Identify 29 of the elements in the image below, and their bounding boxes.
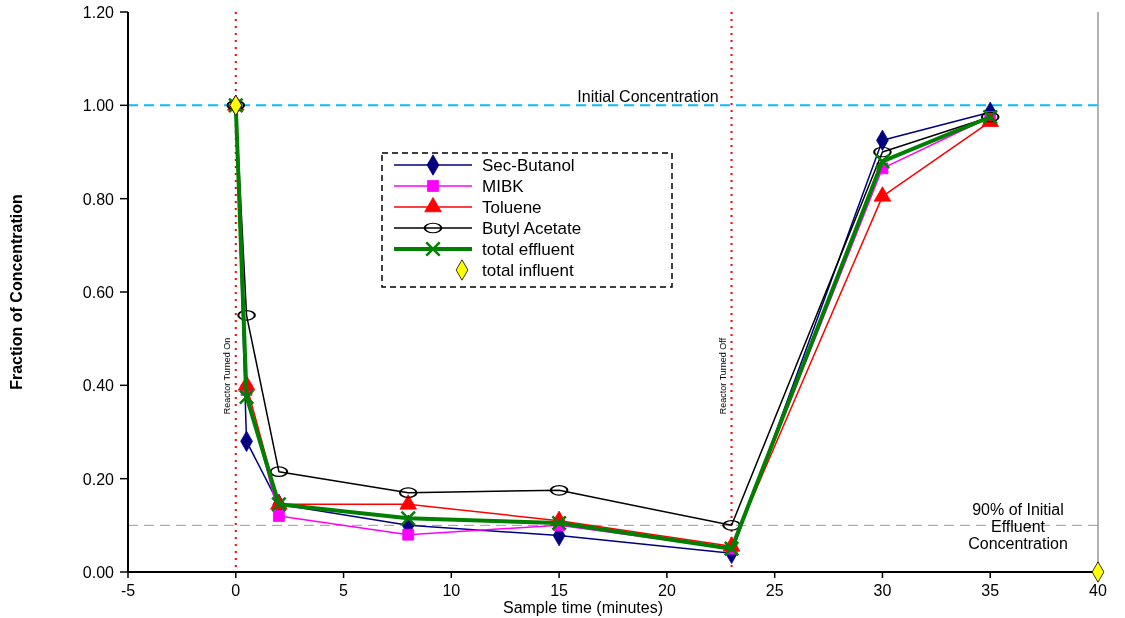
x-tick-label: 0 (231, 582, 241, 599)
x-tick-label: 35 (981, 582, 1000, 599)
legend-label: Toluene (482, 198, 542, 217)
x-tick-label: 40 (1089, 582, 1107, 599)
ref-line-label: Initial Concentration (577, 88, 719, 106)
x-tick-label: 20 (657, 582, 676, 599)
x-tick-label: 30 (873, 582, 892, 599)
x-tick-label: 25 (765, 582, 784, 599)
x-tick-label: 5 (339, 582, 349, 599)
ref-line-label: Reactor Turned On (221, 337, 232, 415)
y-tick-label: 0.40 (82, 377, 115, 395)
legend-label: Sec-Butanol (482, 156, 575, 175)
y-tick-label: 0.00 (82, 564, 115, 581)
legend-label: total effluent (482, 240, 575, 259)
y-tick-label: 1.20 (82, 4, 115, 21)
ref-line-label: 90% of Initial Effluent Concentration (968, 501, 1068, 553)
legend-label: MIBK (482, 177, 525, 196)
x-tick-label: -5 (120, 582, 136, 599)
y-tick-label: 1.00 (82, 97, 115, 115)
x-tick-label: 15 (550, 582, 569, 599)
legend-label: Butyl Acetate (482, 219, 582, 238)
y-tick-label: 0.60 (82, 284, 115, 301)
ref-line-label: Reactor Turned Off (717, 337, 728, 415)
y-tick-label: 0.20 (82, 470, 115, 488)
x-tick-label: 10 (442, 582, 461, 599)
y-axis-title: Fraction of Concentration (8, 194, 25, 390)
x-axis-title: Sample time (minutes) (502, 599, 664, 616)
y-tick-label: 0.80 (82, 190, 115, 208)
legend-label: total influent (482, 261, 574, 280)
